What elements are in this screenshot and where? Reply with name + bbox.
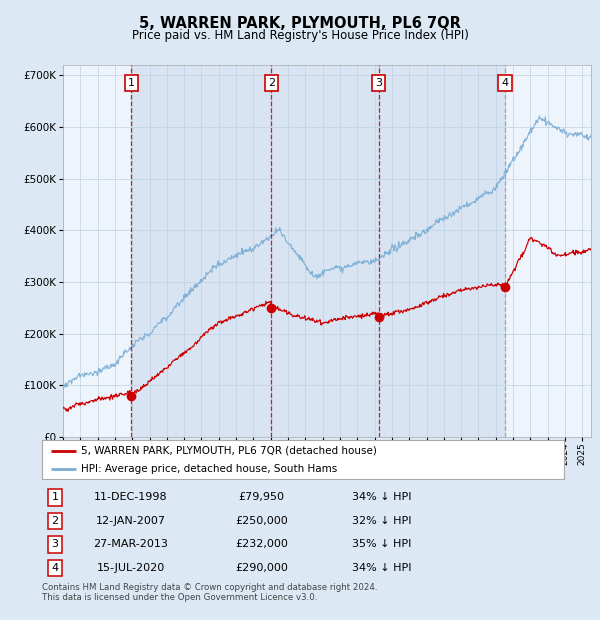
Text: Price paid vs. HM Land Registry's House Price Index (HPI): Price paid vs. HM Land Registry's House … — [131, 29, 469, 42]
Text: 11-DEC-1998: 11-DEC-1998 — [94, 492, 167, 502]
Text: £232,000: £232,000 — [235, 539, 287, 549]
Text: 34% ↓ HPI: 34% ↓ HPI — [352, 492, 411, 502]
Text: 27-MAR-2013: 27-MAR-2013 — [94, 539, 168, 549]
Bar — [131, 65, 271, 437]
Text: 35% ↓ HPI: 35% ↓ HPI — [352, 539, 411, 549]
Text: £79,950: £79,950 — [238, 492, 284, 502]
Text: This data is licensed under the Open Government Licence v3.0.: This data is licensed under the Open Gov… — [42, 593, 317, 602]
Text: 5, WARREN PARK, PLYMOUTH, PL6 7QR: 5, WARREN PARK, PLYMOUTH, PL6 7QR — [139, 16, 461, 30]
Text: 1: 1 — [128, 78, 135, 88]
Text: 34% ↓ HPI: 34% ↓ HPI — [352, 563, 411, 573]
Text: 12-JAN-2007: 12-JAN-2007 — [96, 516, 166, 526]
Text: 5, WARREN PARK, PLYMOUTH, PL6 7QR (detached house): 5, WARREN PARK, PLYMOUTH, PL6 7QR (detac… — [81, 446, 377, 456]
Text: 15-JUL-2020: 15-JUL-2020 — [97, 563, 165, 573]
Text: 4: 4 — [52, 563, 59, 573]
Text: £290,000: £290,000 — [235, 563, 287, 573]
Text: Contains HM Land Registry data © Crown copyright and database right 2024.: Contains HM Land Registry data © Crown c… — [42, 583, 377, 592]
Text: 3: 3 — [375, 78, 382, 88]
Text: 2: 2 — [52, 516, 59, 526]
Bar — [271, 65, 379, 437]
Text: HPI: Average price, detached house, South Hams: HPI: Average price, detached house, Sout… — [81, 464, 337, 474]
Text: 3: 3 — [52, 539, 59, 549]
Text: 1: 1 — [52, 492, 59, 502]
Text: 32% ↓ HPI: 32% ↓ HPI — [352, 516, 411, 526]
Text: 2: 2 — [268, 78, 275, 88]
Text: 4: 4 — [502, 78, 509, 88]
Text: £250,000: £250,000 — [235, 516, 287, 526]
Bar — [379, 65, 505, 437]
